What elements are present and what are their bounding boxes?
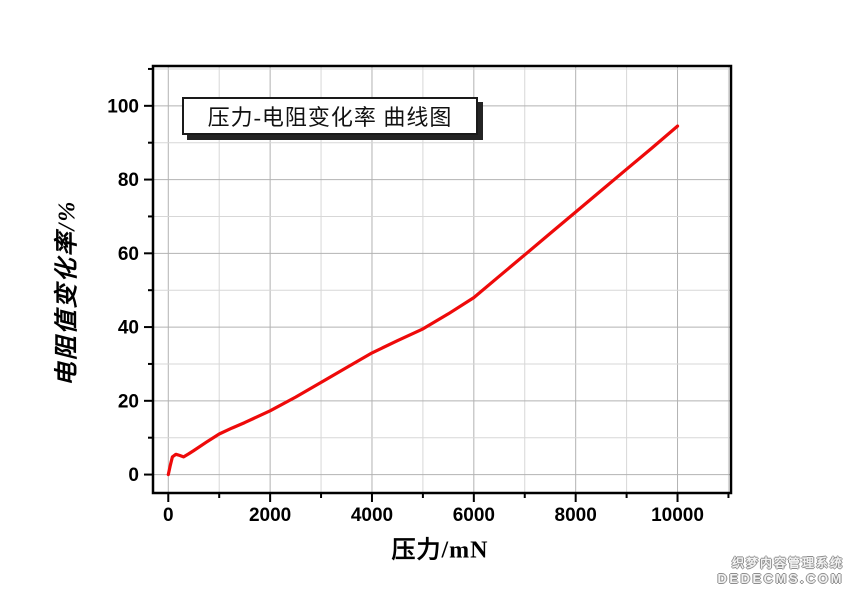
chart-title-box: 压力-电阻变化率 曲线图 <box>182 97 478 135</box>
watermark: 织梦内容管理系统 DEDECMS.COM <box>718 556 844 586</box>
chart-title: 压力-电阻变化率 曲线图 <box>207 105 453 130</box>
data-curve <box>166 124 680 477</box>
x-tick-label: 2000 <box>249 505 291 526</box>
y-axis-label: 电阻值变化率/% <box>54 199 81 387</box>
watermark-line1: 织梦内容管理系统 <box>731 556 844 570</box>
y-tick-label: 20 <box>118 391 139 412</box>
y-tick-label: 0 <box>128 465 139 486</box>
x-tick-label: 10000 <box>651 505 704 526</box>
watermark-line2: DEDECMS.COM <box>717 571 844 586</box>
x-tick-label: 6000 <box>453 505 495 526</box>
x-tick-label: 4000 <box>351 505 393 526</box>
x-tick-label: 0 <box>163 505 174 526</box>
y-tick-label: 60 <box>118 244 139 265</box>
y-tick-label: 100 <box>107 96 139 117</box>
x-axis-label: 压力/mN <box>391 537 489 564</box>
plot-frame <box>151 64 733 495</box>
y-tick-label: 40 <box>118 318 139 339</box>
y-tick-label: 80 <box>118 170 139 191</box>
x-tick-label: 8000 <box>555 505 597 526</box>
